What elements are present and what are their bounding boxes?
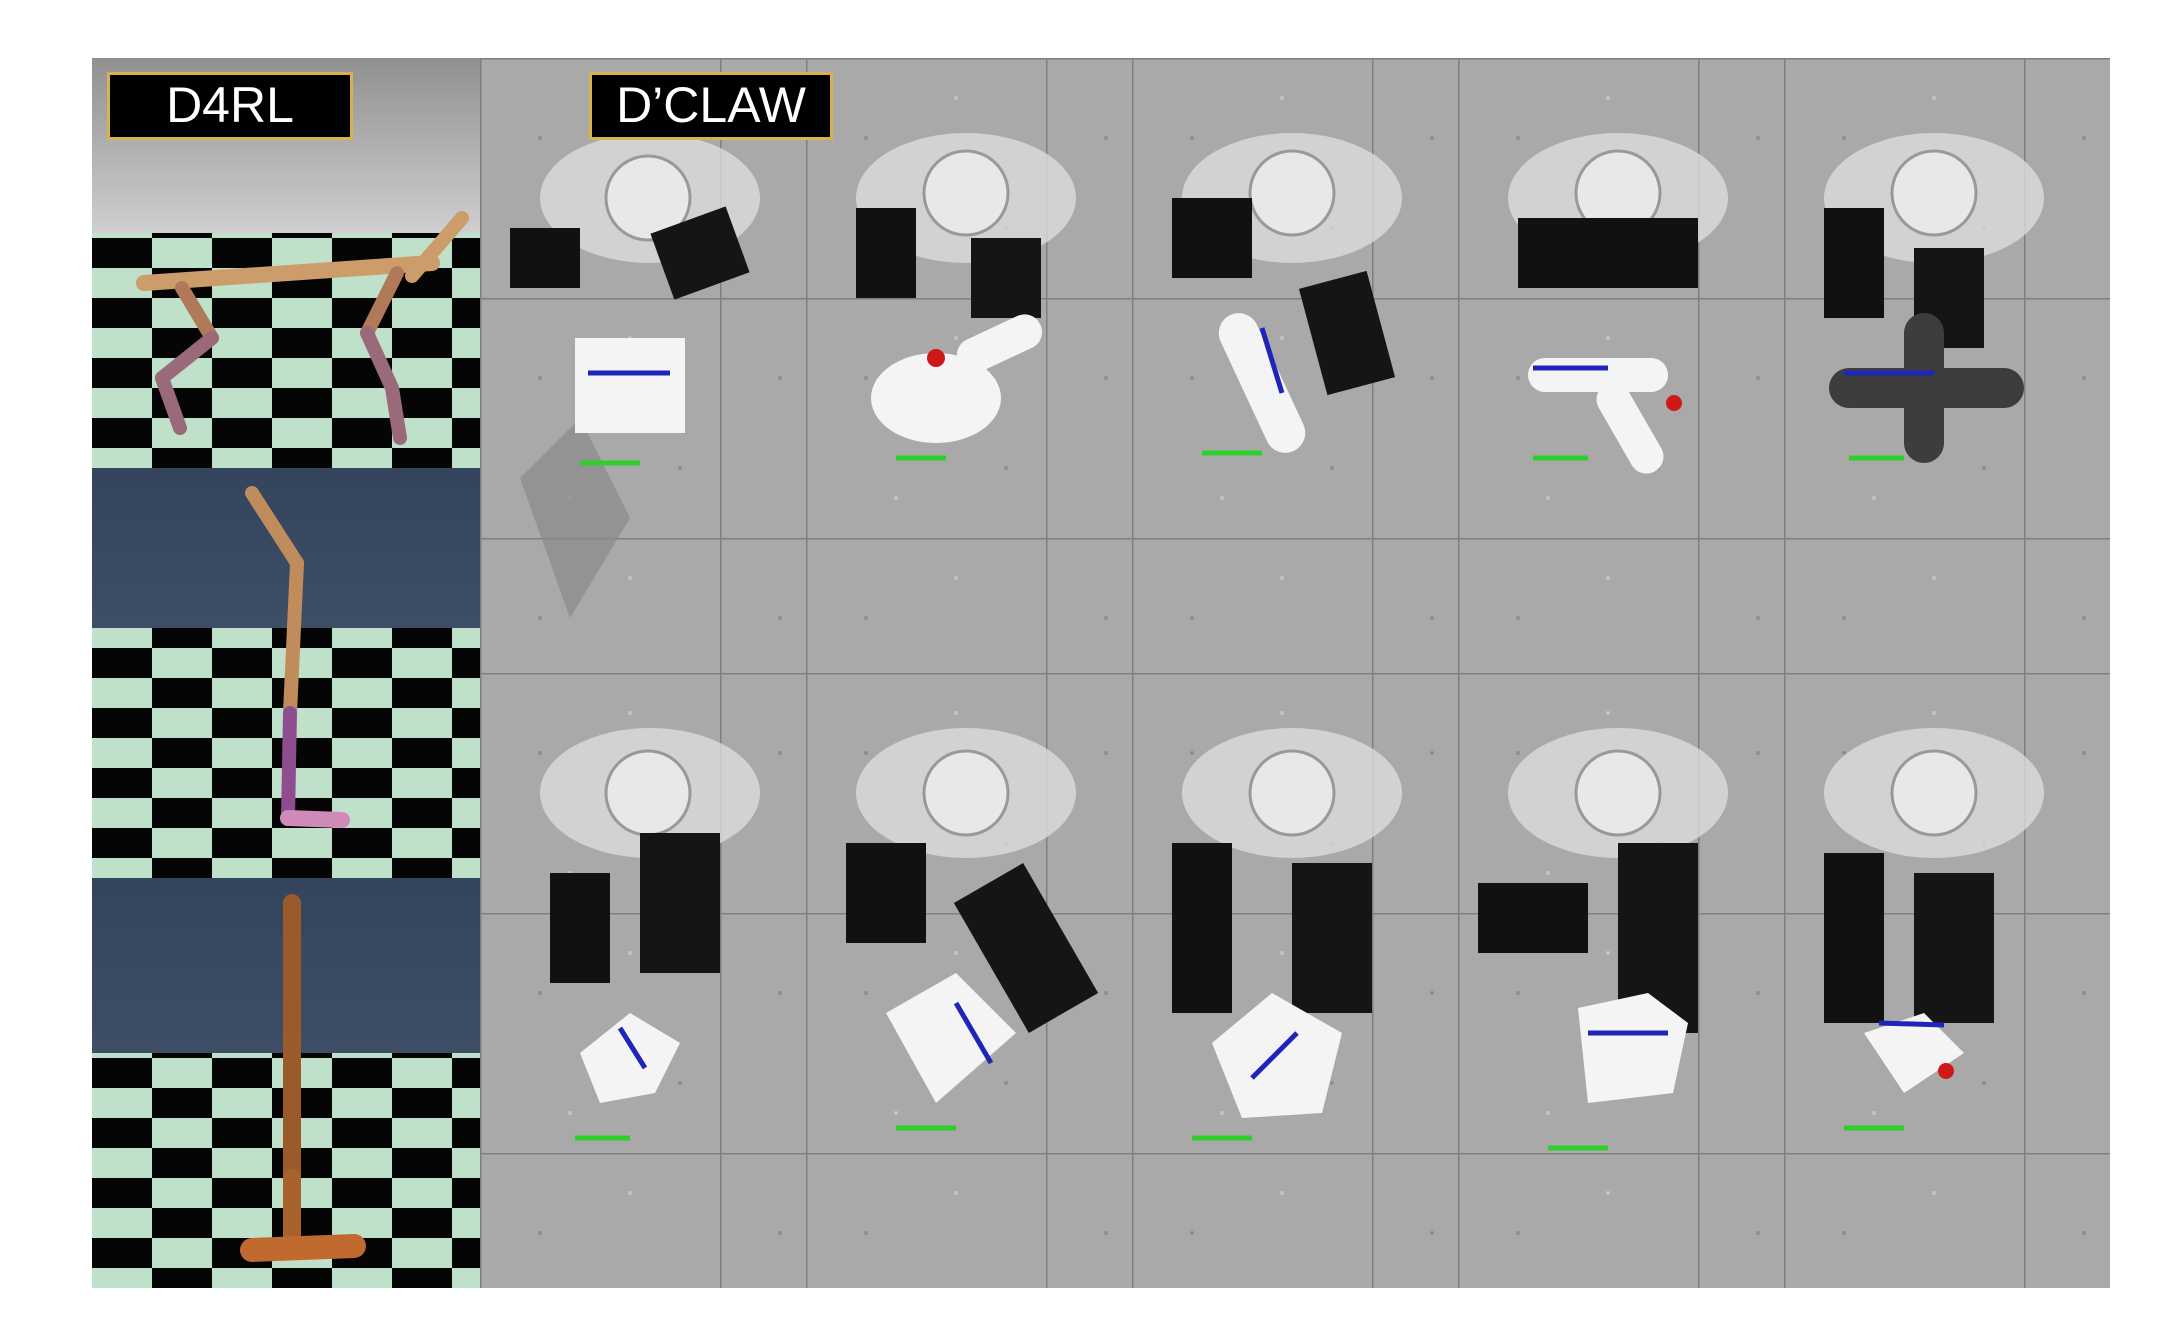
dclaw-cell-r1c1 xyxy=(480,58,806,673)
hopper-panel xyxy=(92,878,480,1288)
dclaw-cell-r2c1 xyxy=(480,673,806,1288)
object xyxy=(1528,358,1668,392)
walker2d-panel xyxy=(92,468,480,878)
object xyxy=(575,338,685,433)
d4rl-column: D4RL xyxy=(92,58,480,1288)
figure: D4RL xyxy=(92,58,2110,1288)
dclaw-cell-r1c2 xyxy=(806,58,1132,673)
dclaw-cell-r2c4 xyxy=(1458,673,1784,1288)
dclaw-label: D’CLAW xyxy=(589,72,833,140)
dclaw-cell-r1c4 xyxy=(1458,58,1784,673)
claw-finger xyxy=(510,228,580,288)
dclaw-cell-r2c3 xyxy=(1132,673,1458,1288)
dclaw-cell-r2c2 xyxy=(806,673,1132,1288)
dclaw-cell-r2c5 xyxy=(1784,673,2110,1288)
dclaw-cell-r1c3 xyxy=(1132,58,1458,673)
dclaw-grid: D’CLAW xyxy=(480,58,2110,1288)
d4rl-label: D4RL xyxy=(107,72,353,140)
dclaw-cell-r1c5 xyxy=(1784,58,2110,673)
